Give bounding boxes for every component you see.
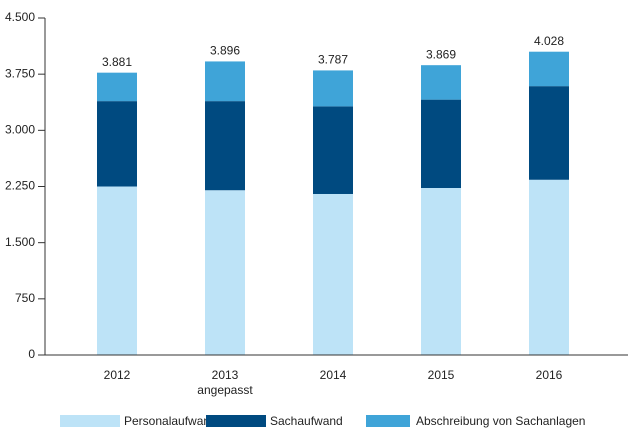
total-label: 4.028 [534, 34, 564, 48]
total-label: 3.896 [210, 44, 240, 58]
y-tick-label: 0 [28, 347, 35, 361]
x-tick-label: 2016 [536, 368, 563, 382]
x-tick-label: 2015 [428, 368, 455, 382]
legend-label: Abschreibung von Sachanlagen [416, 414, 585, 428]
bar-segment [313, 70, 353, 107]
total-label: 3.881 [102, 55, 132, 69]
bar-segment [205, 101, 245, 191]
y-tick-label: 750 [15, 291, 35, 305]
bar-segment [421, 187, 461, 355]
bar-segment [529, 51, 569, 87]
x-tick-label: 2013 [212, 368, 239, 382]
bar-segment [205, 190, 245, 355]
bar-segment [421, 99, 461, 188]
x-tick-label: 2014 [320, 368, 347, 382]
bar-segment [97, 72, 137, 102]
y-tick-label: 4.500 [5, 10, 35, 24]
legend-swatch [206, 415, 266, 427]
bar-segment [205, 61, 245, 102]
bar-segment [529, 179, 569, 355]
x-tick-note: angepasst [197, 383, 253, 397]
bar-segment [529, 86, 569, 180]
legend-swatch [366, 415, 410, 427]
legend-swatch [60, 415, 120, 427]
total-label: 3.787 [318, 53, 348, 67]
legend-label: Personalaufwand [124, 414, 217, 428]
y-tick-label: 3.000 [5, 123, 35, 137]
y-tick-label: 3.750 [5, 66, 35, 80]
legend-label: Sachaufwand [270, 414, 343, 428]
total-label: 3.869 [426, 47, 456, 61]
bar-segment [97, 186, 137, 355]
bar-segment [421, 65, 461, 100]
bar-segment [97, 101, 137, 187]
x-tick-label: 2012 [104, 368, 131, 382]
bar-segment [313, 193, 353, 355]
y-tick-label: 2.250 [5, 179, 35, 193]
bar-segment [313, 106, 353, 194]
y-tick-label: 1.500 [5, 235, 35, 249]
